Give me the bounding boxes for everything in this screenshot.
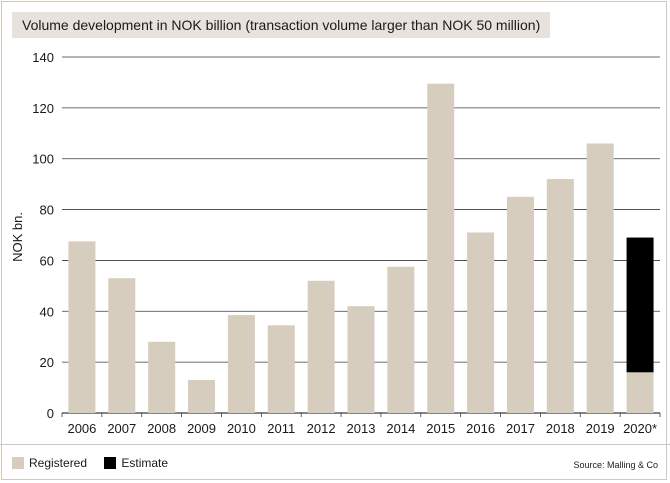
legend-swatch-registered bbox=[12, 457, 24, 469]
x-tick-label: 2011 bbox=[267, 421, 295, 436]
x-tick-label: 2008 bbox=[147, 421, 176, 436]
bar-registered-2018 bbox=[546, 179, 574, 413]
legend-label-estimate: Estimate bbox=[121, 456, 169, 470]
bar-registered-2012 bbox=[307, 280, 335, 413]
x-tick-label: 2006 bbox=[67, 421, 96, 436]
bar-registered-2017 bbox=[506, 196, 534, 413]
x-tick-label: 2009 bbox=[187, 421, 216, 436]
bar-registered-2016 bbox=[467, 232, 495, 413]
bar-registered-2020 bbox=[626, 372, 654, 413]
y-tick-label: 20 bbox=[40, 355, 54, 370]
bar-registered-2008 bbox=[148, 341, 176, 413]
y-tick-label: 0 bbox=[47, 406, 54, 421]
y-tick-labels: 0 20 40 60 80 100 120 140 bbox=[32, 50, 54, 421]
x-tick-label: 2020* bbox=[623, 421, 657, 436]
bar-registered-2010 bbox=[227, 315, 255, 413]
x-tick-label: 2015 bbox=[426, 421, 455, 436]
x-tick-label: 2010 bbox=[227, 421, 256, 436]
y-tick-label: 120 bbox=[32, 101, 54, 116]
legend-swatch-estimate bbox=[104, 457, 117, 469]
legend-item-estimate: Estimate bbox=[104, 456, 168, 470]
x-tick-label: 2016 bbox=[466, 421, 495, 436]
y-tick-label: 140 bbox=[32, 50, 54, 65]
source-note: Source: Malling & Co bbox=[573, 460, 658, 470]
x-tick-label: 2017 bbox=[506, 421, 535, 436]
y-tick-label: 100 bbox=[32, 152, 54, 167]
y-tick-label: 40 bbox=[40, 304, 54, 319]
x-tick-label: 2012 bbox=[307, 421, 336, 436]
bar-registered-2009 bbox=[188, 379, 216, 413]
x-tick-label: 2014 bbox=[386, 421, 415, 436]
bar-registered-2006 bbox=[68, 241, 96, 413]
x-tick-label: 2007 bbox=[107, 421, 136, 436]
legend-label-registered: Registered bbox=[29, 456, 88, 470]
footer-divider bbox=[0, 444, 670, 445]
bars bbox=[68, 83, 654, 413]
y-tick-label: 60 bbox=[40, 253, 54, 268]
bar-registered-2014 bbox=[387, 266, 415, 413]
bar-registered-2007 bbox=[108, 278, 136, 413]
legend: Registered Estimate bbox=[12, 456, 182, 472]
chart-title: Volume development in NOK billion (trans… bbox=[12, 12, 551, 38]
bar-registered-2015 bbox=[427, 83, 455, 413]
x-tick-labels: 2006 2007 2008 2009 2010 2011 2012 2013 2014 2015… bbox=[67, 421, 657, 436]
bar-registered-2019 bbox=[586, 143, 614, 413]
bar-registered-2011 bbox=[267, 325, 295, 413]
bar-registered-2013 bbox=[347, 306, 375, 413]
bar-estimate-2020 bbox=[626, 237, 654, 373]
y-tick-label: 80 bbox=[40, 203, 54, 218]
x-tick-label: 2019 bbox=[586, 421, 615, 436]
x-tick-label: 2018 bbox=[546, 421, 575, 436]
y-axis-label: NOK bn. bbox=[10, 212, 25, 262]
legend-item-registered: Registered bbox=[12, 456, 87, 470]
x-tick-label: 2013 bbox=[347, 421, 376, 436]
